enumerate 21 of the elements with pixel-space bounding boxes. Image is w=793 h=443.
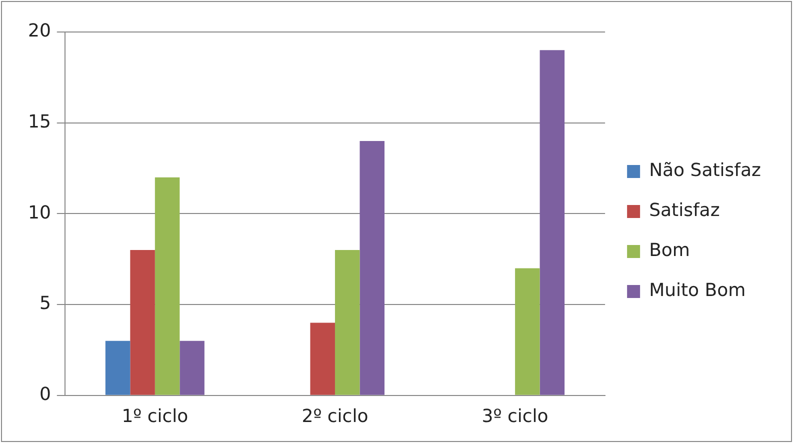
bar bbox=[105, 340, 130, 395]
legend-label: Bom bbox=[649, 240, 690, 262]
bar bbox=[334, 250, 360, 395]
bar bbox=[154, 177, 180, 395]
x-tick-label: 1º ciclo bbox=[122, 406, 188, 427]
legend-label: Não Satisfaz bbox=[649, 160, 761, 182]
y-tick-label: 10 bbox=[28, 202, 51, 224]
bar bbox=[360, 141, 384, 395]
legend-label: Satisfaz bbox=[649, 200, 720, 222]
x-tick-label: 3º ciclo bbox=[482, 406, 548, 427]
y-tick-label: 0 bbox=[39, 384, 51, 406]
bar bbox=[180, 340, 204, 395]
y-tick-label: 15 bbox=[28, 112, 51, 133]
legend-label: Muito Bom bbox=[649, 280, 746, 302]
y-tick-label: 20 bbox=[28, 20, 51, 42]
bar bbox=[310, 322, 335, 395]
bar bbox=[130, 250, 155, 395]
bar bbox=[540, 50, 565, 395]
x-tick-label: 2º ciclo bbox=[302, 406, 368, 427]
bar bbox=[515, 268, 540, 395]
y-tick-label: 5 bbox=[39, 293, 51, 314]
